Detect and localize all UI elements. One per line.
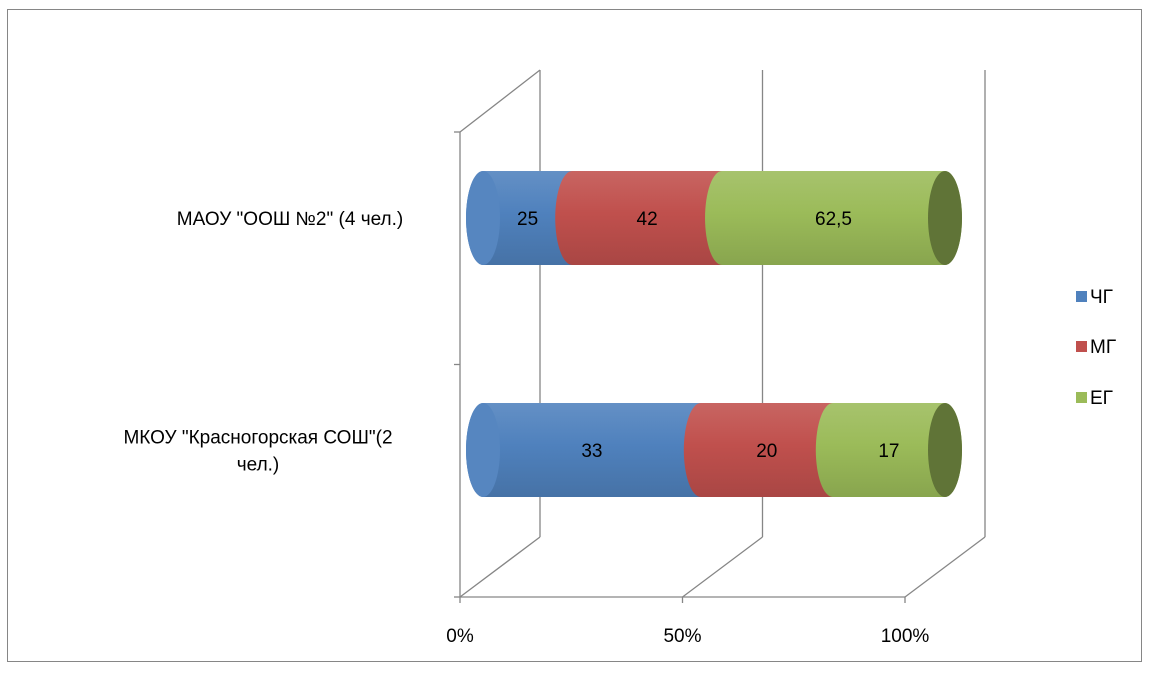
data-label: 33 bbox=[581, 441, 602, 462]
bar-end-cap bbox=[928, 403, 962, 497]
bar-segment-МГ bbox=[555, 171, 740, 265]
floor-gridline bbox=[459, 536, 541, 598]
legend-swatch-ЧГ bbox=[1076, 291, 1087, 302]
bar-segment-ЕГ bbox=[815, 403, 962, 497]
category-labels: МАОУ "ООШ №2" (4 чел.) МКОУ "Красногорска… bbox=[123, 209, 403, 476]
legend-swatch-ЕГ bbox=[1076, 392, 1087, 403]
legend-swatch-МГ bbox=[1076, 341, 1087, 352]
legend-label: МГ bbox=[1090, 337, 1116, 358]
floor-gridline bbox=[682, 536, 763, 598]
axis-tick-labels: 0% 50% 100% bbox=[446, 626, 929, 647]
gridlines bbox=[454, 69, 986, 603]
category-label: МАОУ "ООШ №2" (4 чел.) bbox=[177, 209, 403, 230]
data-label: 25 bbox=[517, 209, 538, 230]
bar-start-cap bbox=[466, 171, 500, 265]
legend-label: ЕГ bbox=[1090, 388, 1113, 409]
bars bbox=[466, 171, 962, 497]
x-tick-label: 0% bbox=[446, 626, 474, 647]
legend-label: ЧГ bbox=[1090, 287, 1113, 308]
category-label: чел.) bbox=[237, 455, 280, 476]
data-label: 20 bbox=[756, 441, 777, 462]
legend: ЧГ МГ ЕГ bbox=[1076, 287, 1116, 409]
data-label: 17 bbox=[878, 441, 899, 462]
bar-segment-ЧГ bbox=[466, 403, 718, 497]
bar-start-cap bbox=[466, 403, 500, 497]
data-label: 62,5 bbox=[815, 209, 852, 230]
data-label: 42 bbox=[637, 209, 658, 230]
x-tick-label: 50% bbox=[663, 626, 701, 647]
floor-gridline bbox=[904, 536, 986, 598]
bar-segment-ЕГ bbox=[705, 171, 962, 265]
wall-top-edge bbox=[459, 69, 541, 133]
data-labels: 25 42 62,5 33 20 17 bbox=[517, 209, 899, 462]
x-tick-label: 100% bbox=[881, 626, 930, 647]
chart-border bbox=[7, 9, 1142, 662]
category-label: МКОУ "Красногорская СОШ"(2 bbox=[123, 428, 392, 449]
bar-segment-МГ bbox=[683, 403, 850, 497]
bar-end-cap bbox=[928, 171, 962, 265]
